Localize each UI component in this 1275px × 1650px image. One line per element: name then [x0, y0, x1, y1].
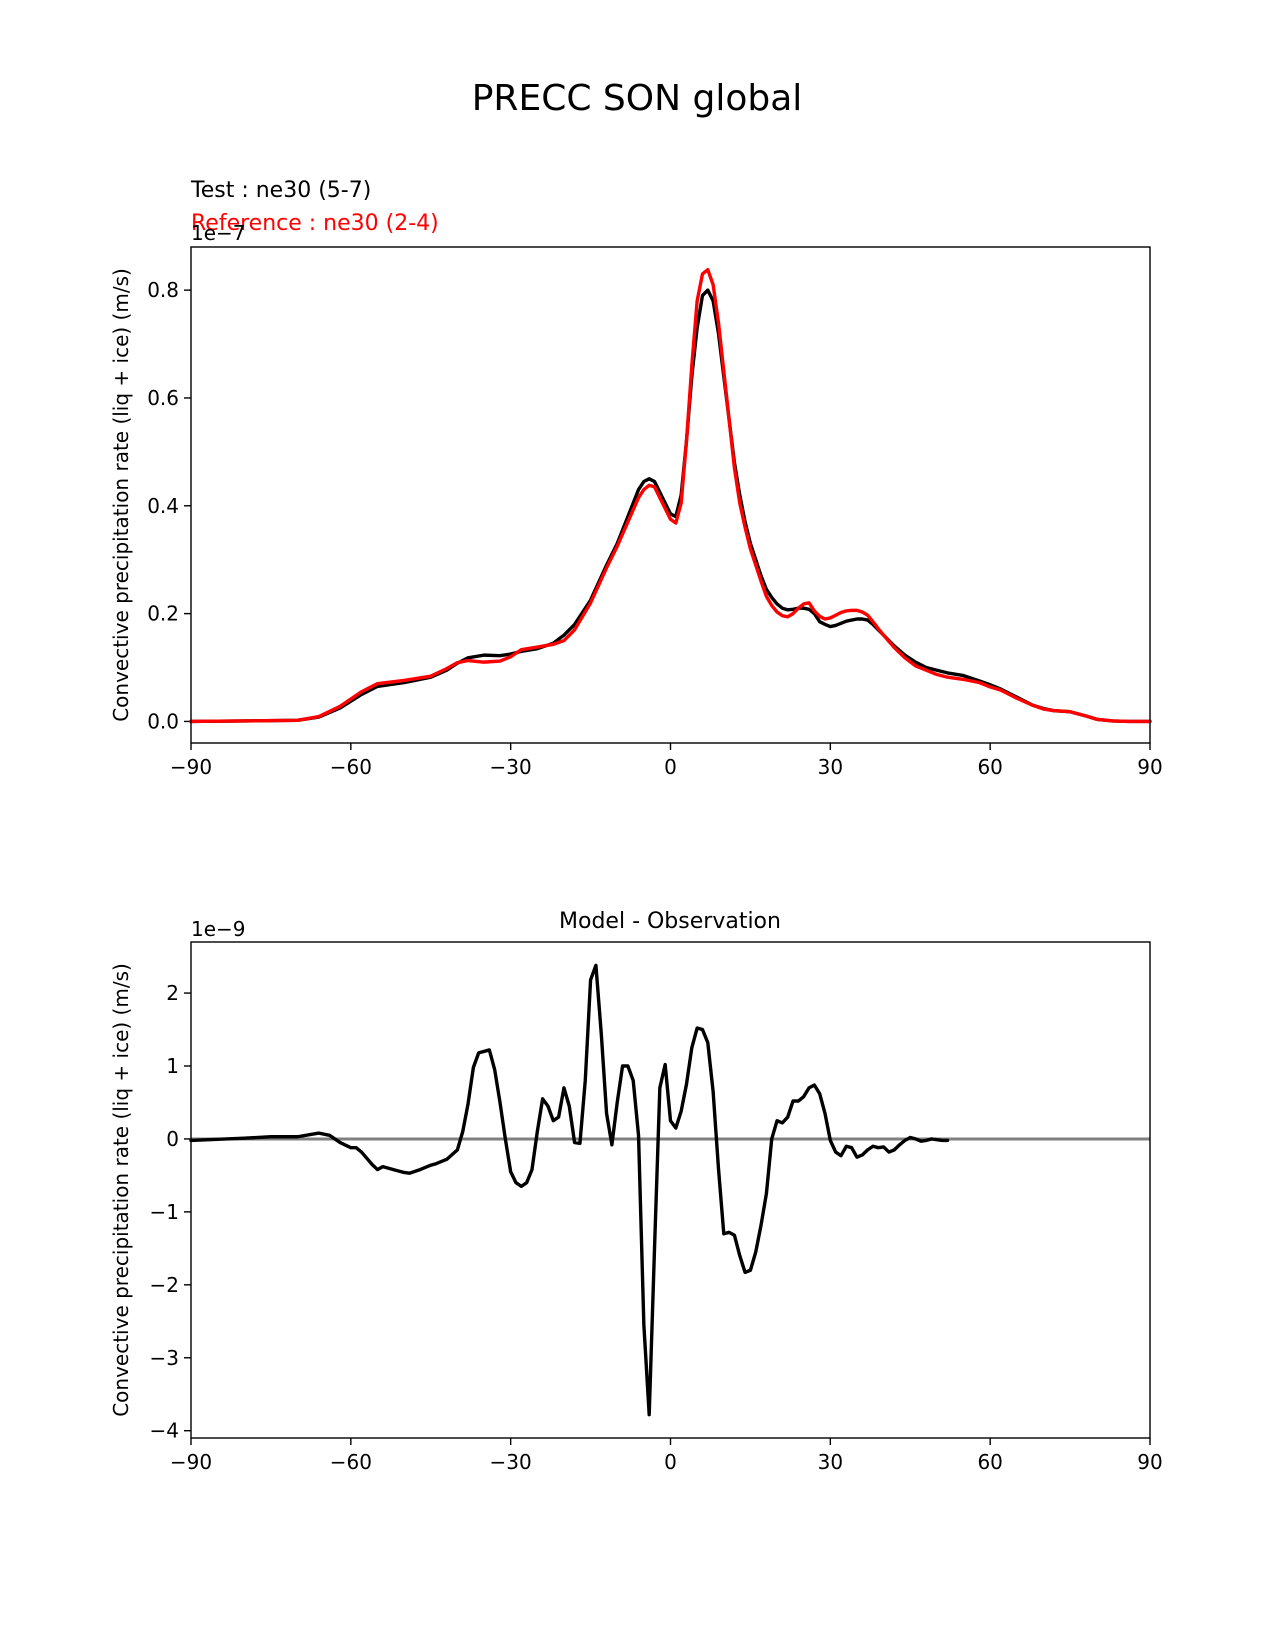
top-x-tick-label: −60	[330, 755, 372, 779]
top-x-tick-label: 0	[664, 755, 677, 779]
top-plot-frame	[190, 246, 1151, 744]
bottom-x-tick-label: 30	[818, 1450, 843, 1474]
top-y-tick-label: 0.2	[147, 602, 179, 626]
top-x-tick-label: −90	[170, 755, 212, 779]
bottom-x-tick-label: −60	[330, 1450, 372, 1474]
bottom-difference-line	[189, 963, 950, 1417]
top-x-tick-label: 90	[1137, 755, 1162, 779]
bottom-x-tick-label: 90	[1137, 1450, 1162, 1474]
top-y-tick-label: 0.6	[147, 386, 179, 410]
bottom-y-tick-label: 0	[166, 1127, 179, 1151]
top-y-offset-label: 1e−7	[191, 221, 246, 245]
bottom-x-tick-label: −90	[170, 1450, 212, 1474]
bottom-x-tick-label: −30	[490, 1450, 532, 1474]
top-y-tick-label: 0.8	[147, 278, 179, 302]
bottom-plot-panel: Model - Observation 1e−9 Convective prec…	[109, 909, 1163, 1474]
test-title: Test : ne30 (5-7)	[190, 178, 371, 203]
bottom-y-tick-label: 2	[166, 981, 179, 1005]
bottom-y-axis-label: Convective precipitation rate (liq + ice…	[109, 963, 133, 1417]
bottom-y-offset-label: 1e−9	[191, 917, 246, 941]
top-series-group	[189, 267, 1152, 724]
top-test-line	[189, 288, 1152, 724]
bottom-y-tick-label: −2	[150, 1273, 179, 1297]
top-y-tick-label: 0.4	[147, 494, 179, 518]
bottom-plot-frame	[190, 941, 1151, 1439]
figure-title: PRECC SON global	[472, 78, 803, 119]
top-reference-line	[189, 267, 1152, 724]
top-plot-panel: Test : ne30 (5-7) Reference : ne30 (2-4)…	[109, 178, 1163, 779]
bottom-series-group	[189, 963, 1150, 1417]
bottom-x-tick-label: 60	[977, 1450, 1002, 1474]
bottom-y-tick-label: 1	[166, 1054, 179, 1078]
reference-title: Reference : ne30 (2-4)	[191, 211, 439, 236]
bottom-plot-title: Model - Observation	[559, 909, 781, 934]
bottom-y-tick-label: −3	[150, 1346, 179, 1370]
bottom-x-tick-label: 0	[664, 1450, 677, 1474]
bottom-y-tick-label: −4	[150, 1419, 179, 1443]
top-x-tick-label: 60	[977, 755, 1002, 779]
top-y-tick-label: 0.0	[147, 709, 179, 733]
top-x-tick-label: −30	[490, 755, 532, 779]
top-y-axis-label: Convective precipitation rate (liq + ice…	[109, 268, 133, 722]
bottom-y-tick-label: −1	[150, 1200, 179, 1224]
top-x-tick-label: 30	[818, 755, 843, 779]
